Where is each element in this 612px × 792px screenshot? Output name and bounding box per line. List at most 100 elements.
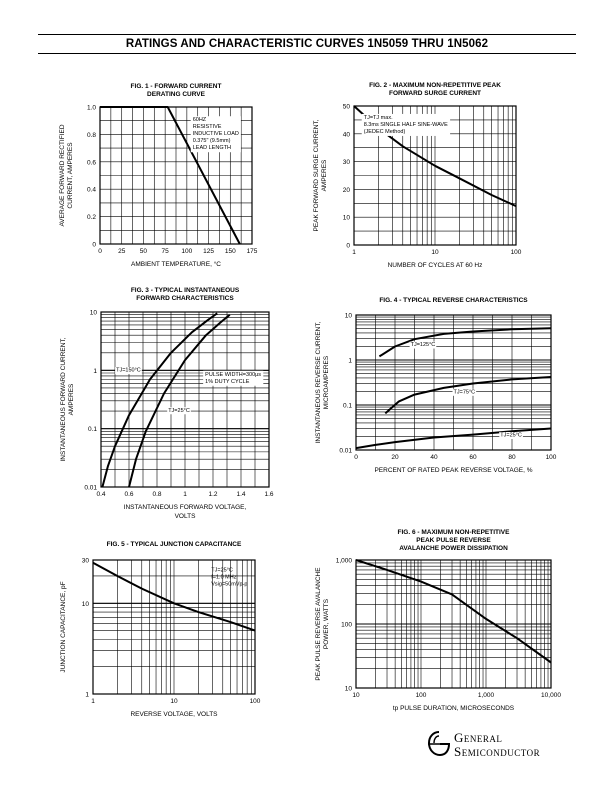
x-tick-label: 1 [352, 249, 356, 256]
x-tick-label: 150 [225, 248, 236, 255]
fig1-series-line-0 [100, 106, 241, 245]
fig4-series-line-2 [355, 427, 552, 450]
logo-wordmark: General Semiconductor [454, 731, 540, 759]
annotation-line: LEAD LENGTH [193, 145, 231, 151]
plot-frame [99, 106, 253, 245]
x-tick-label: 1.4 [236, 491, 245, 498]
annotation-line: 60HZ [193, 117, 207, 123]
top-rule [38, 34, 576, 35]
series-label-bg [409, 341, 437, 349]
series-label: TJ=25°C [168, 408, 190, 414]
fig4-chart: 0 20 40 60 80 100 0.01 0.1 1 10 FIG. 4 - TYPICAL R… [315, 297, 557, 474]
annotation-line: (JEDEC Method) [364, 129, 406, 135]
annotation-line: PULSE WIDTH=300μs [205, 372, 261, 378]
annotation-line: Vsig=50mVp-p [211, 581, 247, 587]
annotation-line: 8.3ms SINGLE HALF SINE-WAVE [364, 122, 448, 128]
fig4-series-line-0 [378, 327, 552, 358]
y-tick-label: 10 [345, 686, 353, 693]
y-axis-label: PEAK PULSE REVERSE AVALANCHE [315, 567, 322, 681]
x-tick-label: 0.4 [96, 491, 105, 498]
x-tick-label: 0 [354, 454, 358, 461]
y-axis-label: MICROAMPERES [323, 355, 330, 409]
chart-title: FIG. 4 - TYPICAL REVERSE CHARACTERISTICS [379, 297, 528, 304]
x-axis-label: AMBIENT TEMPERATURE, °C [131, 260, 221, 268]
x-tick-label: 40 [430, 454, 438, 461]
y-tick-label: 10 [343, 215, 351, 222]
x-axis-label: tp PULSE DURATION, MICROSECONDS [393, 705, 515, 712]
fig2-chart: 1 10 100 0 10 20 30 40 50 FIG. 2 - MAXIMUM NON-RE… [313, 82, 522, 269]
y-tick-label: 10 [82, 601, 90, 608]
x-tick-label: 100 [511, 249, 522, 256]
plot-frame [92, 559, 256, 695]
x-tick-label: 1 [91, 698, 95, 705]
annotation-bg [203, 370, 264, 386]
y-tick-label: 0 [346, 243, 350, 250]
y-tick-label: 1 [348, 358, 352, 365]
x-tick-label: 25 [118, 248, 126, 255]
x-tick-label: 0.6 [124, 491, 133, 498]
fig1-chart: 0 25 50 75 100 125 150 175 0 0.2 0.4 0.6 0.8 1.0 FIG. … [59, 83, 258, 268]
chart-title: PEAK PULSE REVERSE [416, 537, 491, 544]
plot-frame [355, 314, 552, 451]
fig3-chart: 0.4 0.6 0.8 1 1.2 1.4 1.6 0.01 0.1 1 10 FIG. 3 - TY… [60, 287, 274, 520]
logo-line-2: Semiconductor [454, 744, 541, 759]
x-tick-label: 1,000 [478, 692, 495, 699]
x-tick-label: 60 [469, 454, 477, 461]
y-tick-label: 0.2 [87, 214, 96, 221]
x-tick-label: 20 [391, 454, 399, 461]
y-tick-label: 50 [343, 104, 351, 111]
annotation-bg [190, 116, 241, 153]
y-axis-label: JUNCTION CAPACITANCE, pF [60, 581, 67, 672]
x-tick-label: 75 [162, 248, 170, 255]
series-label-bg [167, 407, 191, 415]
x-axis-label: INSTANTANEOUS FORWARD VOLTAGE, [124, 504, 247, 511]
x-tick-label: 100 [546, 454, 557, 461]
x-tick-label: 50 [140, 248, 148, 255]
series-label-bg [452, 388, 477, 396]
annotation-line: TJ=25°C [211, 567, 233, 573]
series-label-bg [499, 432, 523, 439]
chart-title: FORWARD SURGE CURRENT [389, 90, 481, 97]
y-tick-label: 1 [85, 692, 89, 699]
y-tick-label: 100 [341, 622, 352, 629]
plot-frame [355, 559, 552, 689]
y-axis-label: PEAK FORWARD SURGE CURRENT, [313, 119, 320, 231]
x-tick-label: 125 [203, 248, 214, 255]
logo-line-1: General [454, 730, 503, 745]
y-tick-label: 30 [82, 558, 90, 565]
y-tick-label: 0 [92, 242, 96, 249]
y-tick-label: 1 [93, 368, 97, 375]
y-axis-label: INSTANTANEOUS FORWARD CURRENT, [60, 337, 67, 461]
plot-frame [353, 105, 517, 246]
x-axis-label: PERCENT OF RATED PEAK REVERSE VOLTAGE, % [374, 467, 532, 474]
series-label: TJ=125°C [411, 342, 436, 348]
series-label-bg [115, 367, 142, 374]
fig3-series-line-0 [101, 312, 218, 488]
series-label: TJ=75°C [454, 389, 476, 395]
y-tick-label: 0.1 [88, 426, 97, 433]
x-tick-label: 1.6 [264, 491, 273, 498]
y-tick-label: 10 [345, 313, 353, 320]
x-tick-label: 100 [250, 698, 261, 705]
y-axis-label: CURRENT, AMPERES [67, 142, 74, 209]
y-tick-label: 0.01 [339, 448, 352, 455]
chart-title: AVALANCHE POWER DISSIPATION [399, 545, 508, 552]
x-tick-label: 80 [508, 454, 516, 461]
x-tick-label: 100 [181, 248, 192, 255]
x-tick-label: 0 [98, 248, 102, 255]
y-tick-label: 0.6 [87, 159, 96, 166]
fig4-series-line-1 [384, 376, 552, 415]
y-tick-label: 0.01 [84, 485, 97, 492]
annotation-line: 0.375" (9.5mm) [193, 138, 231, 144]
annotation-line: f=1.0 MHz [211, 574, 236, 580]
annotation-line: 1% DUTY CYCLE [205, 379, 250, 385]
fig6-series-line-0 [355, 559, 552, 664]
x-axis-label: NUMBER OF CYCLES AT 60 Hz [388, 262, 483, 269]
x-axis-label: REVERSE VOLTAGE, VOLTS [130, 711, 218, 718]
y-axis-label: AMPERES [321, 159, 328, 191]
general-semiconductor-logo-icon [427, 731, 451, 756]
x-tick-label: 10 [170, 698, 178, 705]
y-tick-label: 20 [343, 187, 351, 194]
chart-title: FORWARD CHARACTERISTICS [136, 295, 234, 302]
